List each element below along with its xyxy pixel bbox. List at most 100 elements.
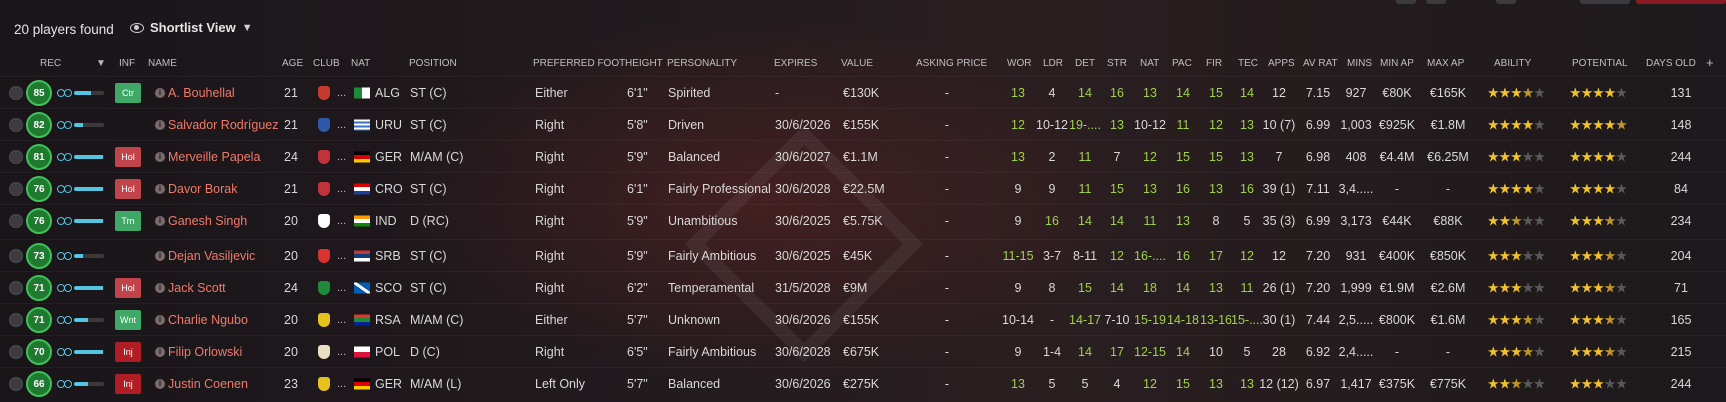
toolbar-button[interactable] [1580,0,1630,4]
club-crest-icon[interactable] [318,118,330,132]
toolbar-button[interactable] [1426,0,1446,4]
select-checkbox-icon[interactable] [9,249,23,263]
select-checkbox-icon[interactable] [9,345,23,359]
cell-expires: 30/6/2026 [775,313,831,327]
col-min-ap[interactable]: MIN AP [1380,58,1414,69]
col-personality[interactable]: PERSONALITY [667,58,738,69]
col-nat-attr[interactable]: NAT [1140,58,1160,69]
club-crest-icon[interactable] [318,86,330,100]
club-crest-icon[interactable] [318,377,330,391]
player-name-link[interactable]: Salvador Rodríguez [168,118,279,132]
table-row[interactable]: 76 Hol i Davor Borak... CRO 21 ST (C) Right 6'1"… [0,172,1726,205]
table-row[interactable]: 71 Wnt i Charlie Ngubo... RSA 20 M/AM (C) Eithe… [0,303,1726,336]
col-rec[interactable]: REC [40,58,62,69]
select-checkbox-icon[interactable] [9,86,23,100]
status-badge: Wnt [115,310,141,330]
col-days-old[interactable]: DAYS OLD [1646,58,1696,69]
col-height[interactable]: HEIGHT [625,58,663,69]
col-name[interactable]: NAME [148,58,177,69]
shortlist-view-dropdown[interactable]: Shortlist View ▼ [130,20,253,35]
table-row[interactable]: 73 i Dejan Vasiljevic... SRB 20 ST (C) Right 5'… [0,239,1726,272]
col-str[interactable]: STR [1107,58,1127,69]
table-row[interactable]: 85 Ctr i A. Bouhellal... ALG 21 ST (C) Either 6'… [0,76,1726,109]
select-checkbox-icon[interactable] [9,214,23,228]
table-row[interactable]: 70 Inj i Filip Orlowski... POL 20 D (C) Right 6'… [0,335,1726,368]
cell-nat2: 11 [1143,214,1157,228]
select-checkbox-icon[interactable] [9,377,23,391]
table-row[interactable]: 81 Hol i Merveille Papela... GER 24 M/AM (C) Ri… [0,140,1726,173]
info-icon[interactable]: i [155,379,165,389]
binoculars-icon [57,217,72,225]
col-expires[interactable]: EXPIRES [774,58,818,69]
info-icon[interactable]: i [155,152,165,162]
col-wor[interactable]: WOR [1007,58,1032,69]
col-av-rat[interactable]: AV RAT [1303,58,1338,69]
club-crest-icon[interactable] [318,150,330,164]
add-column-button[interactable]: + [1706,55,1714,70]
select-checkbox-icon[interactable] [9,182,23,196]
player-name-link[interactable]: Charlie Ngubo [168,313,248,327]
col-apps[interactable]: APPS [1268,58,1295,69]
select-checkbox-icon[interactable] [9,118,23,132]
status-badge: Hol [115,147,141,167]
select-checkbox-icon[interactable] [9,281,23,295]
potential-stars: ★★★★★ [1569,375,1628,392]
player-name-link[interactable]: Jack Scott [168,281,226,295]
cell-expires: 30/6/2028 [775,345,831,359]
info-icon[interactable]: i [155,88,165,98]
col-ldr[interactable]: LDR [1043,58,1064,69]
player-name-link[interactable]: Justin Coenen [168,377,248,391]
cell-apps: 12 (12) [1259,377,1299,391]
club-crest-icon[interactable] [318,249,330,263]
col-preferred-foot[interactable]: PREFERRED FOOT [533,58,626,69]
col-club[interactable]: CLUB [313,58,340,69]
table-row[interactable]: 66 Inj i Justin Coenen... GER 23 M/AM (L) Left … [0,367,1726,400]
cell-value: €675K [843,345,880,359]
col-max-ap[interactable]: MAX AP [1427,58,1465,69]
ability-stars: ★★★★★ [1487,180,1546,197]
col-pac[interactable]: PAC [1172,58,1192,69]
col-inf[interactable]: INF [119,58,136,69]
col-asking-price[interactable]: ASKING PRICE [916,58,988,69]
club-crest-icon[interactable] [318,214,330,228]
player-name-link[interactable]: Davor Borak [168,182,238,196]
col-fir[interactable]: FIR [1206,58,1223,69]
player-name-link[interactable]: Merveille Papela [168,150,261,164]
col-potential[interactable]: POTENTIAL [1572,58,1628,69]
table-row[interactable]: 71 Hol i Jack Scott... SCO 24 ST (C) Right 6'2" T… [0,271,1726,304]
club-crest-icon[interactable] [318,281,330,295]
player-name-link[interactable]: Ganesh Singh [168,214,248,228]
cell-apps: 7 [1275,150,1283,164]
info-icon[interactable]: i [155,251,165,261]
scouting-knowledge-fill [74,91,91,95]
toolbar-action-button[interactable] [1636,0,1726,4]
col-value[interactable]: VALUE [841,58,874,69]
cell-value: €9M [843,281,868,295]
info-icon[interactable]: i [155,283,165,293]
toolbar-button[interactable] [1496,0,1516,4]
col-ability[interactable]: ABILITY [1494,58,1532,69]
info-icon[interactable]: i [155,120,165,130]
info-icon[interactable]: i [155,315,165,325]
player-name-link[interactable]: Dejan Vasiljevic [168,249,256,263]
info-icon[interactable]: i [155,347,165,357]
club-crest-icon[interactable] [318,345,330,359]
toolbar-button[interactable] [1396,0,1416,4]
col-age[interactable]: AGE [282,58,304,69]
info-icon[interactable]: i [155,216,165,226]
table-row[interactable]: 82 i Salvador Rodríguez... URU 21 ST (C) Right… [0,108,1726,141]
col-mins[interactable]: MINS [1347,58,1372,69]
club-crest-icon[interactable] [318,313,330,327]
select-checkbox-icon[interactable] [9,313,23,327]
col-tec[interactable]: TEC [1238,58,1258,69]
select-checkbox-icon[interactable] [9,150,23,164]
col-det[interactable]: DET [1075,58,1095,69]
player-name-link[interactable]: Filip Orlowski [168,345,243,359]
col-position[interactable]: POSITION [409,58,457,69]
sort-dropdown-icon[interactable]: ▼ [96,58,106,69]
club-crest-icon[interactable] [318,182,330,196]
info-icon[interactable]: i [155,184,165,194]
table-row[interactable]: 76 Trn i Ganesh Singh... IND 20 D (RC) Right 5'9… [0,204,1726,237]
player-name-link[interactable]: A. Bouhellal [168,86,235,100]
col-nat[interactable]: NAT [351,58,371,69]
